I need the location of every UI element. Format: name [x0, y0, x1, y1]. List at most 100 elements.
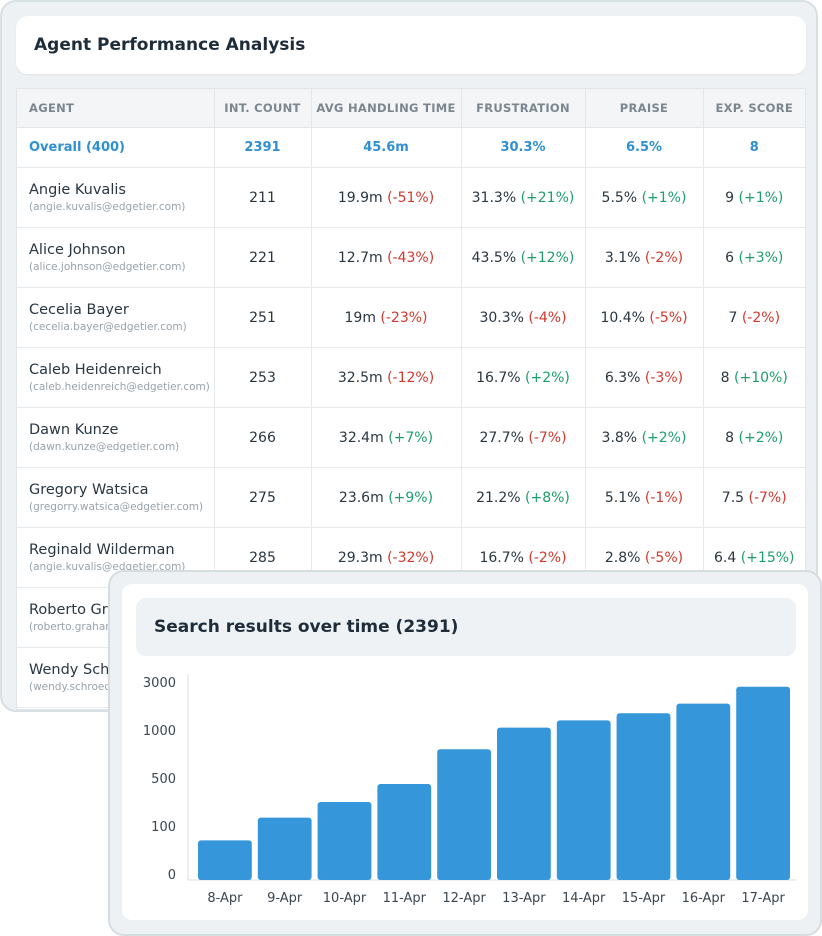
overall-agent-cell: Overall (400) [17, 127, 215, 168]
bar-16-Apr[interactable] [676, 703, 731, 880]
aht-value: 32.4m [338, 429, 384, 446]
agent-email: (angie.kuvalis@edgetier.com) [29, 201, 186, 213]
table-header-row: AGENT INT. COUNT AVG HANDLING TIME FRUST… [17, 89, 805, 128]
praise-change: (-5%) [644, 549, 684, 566]
table-row[interactable]: Dawn Kunze (dawn.kunze@edgetier.com) 266 32… [17, 407, 805, 468]
score-cell: 9 (+1%) [703, 167, 805, 228]
score-value: 9 [725, 189, 735, 206]
aht-value: 32.5m [337, 369, 383, 386]
frustration-value: 27.7% [479, 429, 524, 446]
agent-cell: Caleb Heidenreich (caleb.heidenreich@edge… [17, 347, 215, 408]
frustration-cell: 30.3% (-4%) [461, 287, 586, 348]
score-cell: 8 (+10%) [703, 347, 805, 408]
frustration-change: (-2%) [528, 549, 567, 566]
aht-cell: 23.6m (+9%) [311, 467, 462, 528]
agent-email: (alice.johnson@edgetier.com) [29, 261, 186, 273]
agent-name[interactable]: Alice Johnson [29, 242, 126, 258]
frustration-cell: 31.3% (+21%) [461, 167, 586, 228]
frustration-value: 21.2% [476, 489, 521, 506]
score-change: (-2%) [741, 309, 781, 326]
aht-value: 23.6m [338, 489, 384, 506]
overall-row[interactable]: Overall (400) 2391 45.6m 30.3% 6.5% 8 [17, 127, 805, 168]
table-row[interactable]: Cecelia Bayer (cecelia.bayer@edgetier.com… [17, 287, 805, 348]
bar-13-Apr[interactable] [497, 727, 551, 880]
score-value: 7 [728, 309, 738, 326]
column-header-agent[interactable]: AGENT [17, 89, 215, 128]
frustration-change: (+2%) [525, 369, 570, 386]
frustration-change: (+12%) [520, 249, 575, 266]
overall-praise-cell: 6.5% [585, 127, 704, 168]
bar-10-Apr[interactable] [317, 802, 372, 880]
agent-cell: Alice Johnson (alice.johnson@edgetier.com… [17, 227, 215, 288]
aht-change: (-32%) [387, 549, 435, 566]
agent-name[interactable]: Caleb Heidenreich [29, 362, 162, 378]
score-cell: 7 (-2%) [703, 287, 805, 348]
frustration-change: (+21%) [520, 189, 575, 206]
column-header-exp-score[interactable]: EXP. SCORE [703, 89, 805, 128]
x-tick-label: 11-Apr [383, 891, 427, 906]
aht-cell: 19m (-23%) [311, 287, 462, 348]
interaction-count-cell: 266 [214, 407, 312, 468]
bar-15-Apr[interactable] [616, 713, 671, 880]
bar-8-Apr[interactable] [198, 840, 252, 880]
y-tick-label: 500 [151, 772, 176, 787]
agent-name[interactable]: Wendy Schr [29, 662, 116, 678]
score-value: 8 [725, 429, 735, 446]
column-header-int-count[interactable]: INT. COUNT [214, 89, 312, 128]
agent-cell: Gregory Watsica (gregorry.watsica@edgetie… [17, 467, 215, 528]
page-title: Agent Performance Analysis [34, 35, 306, 55]
agent-name[interactable]: Cecelia Bayer [29, 302, 129, 318]
search-results-panel: Search results over time (2391) 3000 1000… [108, 570, 822, 936]
frustration-change: (+8%) [525, 489, 570, 506]
frustration-cell: 21.2% (+8%) [461, 467, 586, 528]
praise-value: 6.3% [604, 369, 641, 386]
x-tick-label: 16-Apr [682, 891, 726, 906]
x-tick-label: 13-Apr [502, 891, 546, 906]
agent-name[interactable]: Roberto Gra [29, 602, 117, 618]
interaction-count-cell: 275 [214, 467, 312, 528]
bar-11-Apr[interactable] [377, 784, 432, 880]
column-header-praise[interactable]: PRAISE [585, 89, 704, 128]
table-row[interactable]: Caleb Heidenreich (caleb.heidenreich@edge… [17, 347, 805, 408]
frustration-value: 43.5% [471, 249, 517, 266]
x-tick-label: 9-Apr [267, 891, 303, 906]
score-cell: 7.5 (-7%) [703, 467, 805, 528]
score-change: (+10%) [734, 369, 788, 386]
chart-header: Search results over time (2391) [136, 598, 796, 656]
table-row[interactable]: Alice Johnson (alice.johnson@edgetier.com… [17, 227, 805, 288]
praise-cell: 5.5% (+1%) [585, 167, 704, 228]
bar-17-Apr[interactable] [736, 686, 790, 880]
agent-email: (wendy.schroed [29, 681, 112, 693]
score-value: 7.5 [721, 489, 745, 506]
column-header-frustration[interactable]: FRUSTRATION [461, 89, 586, 128]
bar-9-Apr[interactable] [257, 817, 312, 880]
table-row[interactable]: Angie Kuvalis (angie.kuvalis@edgetier.com… [17, 167, 805, 228]
frustration-cell: 27.7% (-7%) [461, 407, 586, 468]
aht-value: 19m [344, 309, 376, 326]
agent-name[interactable]: Angie Kuvalis [29, 182, 126, 198]
aht-change: (-43%) [387, 249, 435, 266]
column-header-avg-handling-time[interactable]: AVG HANDLING TIME [311, 89, 462, 128]
agent-name[interactable]: Gregory Watsica [29, 482, 149, 498]
score-cell: 8 (+2%) [703, 407, 805, 468]
score-change: (+1%) [738, 189, 784, 206]
agent-name[interactable]: Reginald Wilderman [29, 542, 175, 558]
table-row[interactable]: Gregory Watsica (gregorry.watsica@edgetie… [17, 467, 805, 528]
agent-name[interactable]: Dawn Kunze [29, 422, 119, 438]
score-cell: 6 (+3%) [703, 227, 805, 288]
praise-cell: 3.8% (+2%) [585, 407, 704, 468]
frustration-cell: 16.7% (+2%) [461, 347, 586, 408]
bar-12-Apr[interactable] [437, 749, 491, 880]
praise-value: 3.1% [604, 249, 641, 266]
score-change: (-7%) [748, 489, 787, 506]
bar-14-Apr[interactable] [556, 720, 611, 880]
frustration-value: 30.3% [479, 309, 524, 326]
aht-cell: 32.5m (-12%) [311, 347, 462, 408]
praise-value: 2.8% [604, 549, 641, 566]
x-tick-label: 14-Apr [562, 891, 606, 906]
agent-email: (caleb.heidenreich@edgetier.com) [29, 381, 210, 393]
praise-value: 5.5% [601, 189, 638, 206]
aht-change: (-23%) [380, 309, 428, 326]
x-tick-label: 15-Apr [622, 891, 666, 906]
x-tick-label: 8-Apr [207, 891, 243, 906]
